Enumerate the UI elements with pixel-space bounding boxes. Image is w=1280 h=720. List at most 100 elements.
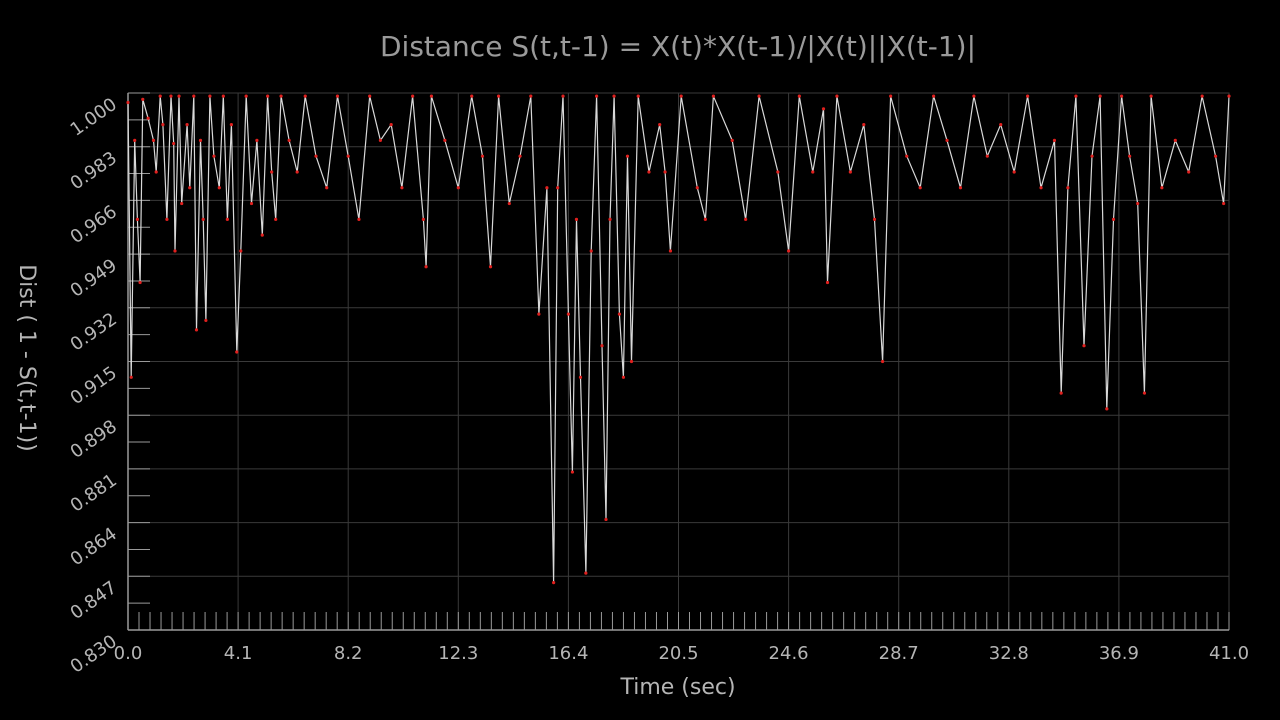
data-point xyxy=(1160,186,1164,190)
data-point xyxy=(303,94,307,98)
data-point xyxy=(703,217,707,221)
data-point xyxy=(208,94,212,98)
data-point xyxy=(1090,154,1094,158)
data-point xyxy=(695,186,699,190)
data-point xyxy=(711,94,716,98)
data-point xyxy=(456,186,460,190)
data-point xyxy=(612,94,616,98)
data-point xyxy=(1136,201,1140,206)
data-point xyxy=(239,249,243,253)
data-point xyxy=(357,217,361,221)
data-point xyxy=(1082,344,1086,348)
data-point xyxy=(574,217,579,221)
data-point xyxy=(169,94,173,98)
data-point xyxy=(1149,94,1153,98)
data-point xyxy=(1074,94,1078,98)
y-tick-label: 0.966 xyxy=(67,201,121,248)
data-point xyxy=(198,138,203,142)
data-point xyxy=(787,249,791,253)
data-point xyxy=(647,170,651,174)
data-point xyxy=(1128,154,1132,158)
data-point xyxy=(274,217,278,221)
data-point xyxy=(958,186,963,190)
data-point xyxy=(389,122,393,127)
y-tick-label: 0.932 xyxy=(67,309,121,356)
data-point xyxy=(1066,186,1070,190)
data-point xyxy=(594,94,599,98)
data-point xyxy=(578,375,583,379)
data-point xyxy=(999,122,1003,127)
data-point xyxy=(1059,391,1063,395)
data-point xyxy=(566,312,571,316)
data-point xyxy=(212,154,216,158)
y-tick-label: 0.983 xyxy=(67,148,121,195)
data-point xyxy=(260,233,264,237)
data-point xyxy=(295,170,299,174)
data-point xyxy=(658,122,662,127)
data-point xyxy=(584,571,588,575)
data-point xyxy=(604,517,608,522)
data-point xyxy=(589,249,593,253)
y-tick-label: 1.000 xyxy=(67,94,121,141)
data-point xyxy=(848,170,852,174)
data-point xyxy=(255,138,259,142)
x-tick-label: 12.3 xyxy=(438,643,478,664)
data-point xyxy=(400,186,404,190)
data-point xyxy=(225,217,229,221)
x-tick-label: 41.0 xyxy=(1209,643,1249,664)
data-point xyxy=(880,359,885,364)
data-point xyxy=(621,375,626,379)
data-point xyxy=(204,318,208,323)
tick-layer: 0.0 4.1 8.2 12.3 16.4 20.5 24.6 28.7 32.8 36.9 41.… xyxy=(67,92,1249,678)
data-point xyxy=(518,154,522,158)
data-point xyxy=(177,94,181,98)
grid-layer xyxy=(127,92,1230,631)
data-point xyxy=(154,170,158,174)
data-point xyxy=(270,170,274,174)
data-point xyxy=(905,154,909,158)
data-point xyxy=(972,94,976,98)
data-point xyxy=(235,350,239,354)
data-point xyxy=(133,138,137,142)
x-tick-label: 16.4 xyxy=(548,643,588,664)
y-tick-label: 0.898 xyxy=(67,416,121,463)
y-tick-label: 0.915 xyxy=(67,362,121,409)
data-point xyxy=(744,217,748,221)
data-point xyxy=(173,249,177,253)
data-point xyxy=(335,94,340,98)
data-point xyxy=(561,94,565,98)
data-point xyxy=(141,97,145,101)
data-point xyxy=(249,201,254,206)
data-point xyxy=(1098,94,1102,98)
data-point xyxy=(835,94,839,98)
data-point xyxy=(480,154,485,158)
data-point xyxy=(552,581,556,585)
data-point xyxy=(424,265,428,269)
y-tick-label: 0.864 xyxy=(67,523,121,570)
data-point xyxy=(872,217,877,221)
data-point xyxy=(1200,94,1204,98)
data-point xyxy=(368,94,372,98)
data-point xyxy=(129,375,133,379)
x-tick-label: 8.2 xyxy=(334,643,363,664)
data-point xyxy=(429,94,434,98)
data-layer xyxy=(126,94,1231,585)
data-point xyxy=(1187,170,1191,174)
data-point xyxy=(161,122,165,127)
data-point xyxy=(266,94,270,98)
data-point xyxy=(797,94,801,98)
data-point xyxy=(158,94,162,98)
data-point xyxy=(668,249,673,253)
data-point xyxy=(488,265,493,269)
data-point xyxy=(411,94,415,98)
data-point xyxy=(811,170,815,174)
data-point xyxy=(776,170,780,174)
chart-title: Distance S(t,t-1) = X(t)*X(t-1)/|X(t)||X… xyxy=(379,30,977,63)
data-point xyxy=(679,94,683,98)
y-axis-title: Dist ( 1 - S(t,t-1)) xyxy=(14,264,39,452)
data-point xyxy=(138,280,142,285)
data-point xyxy=(570,470,575,474)
data-point xyxy=(918,186,922,190)
